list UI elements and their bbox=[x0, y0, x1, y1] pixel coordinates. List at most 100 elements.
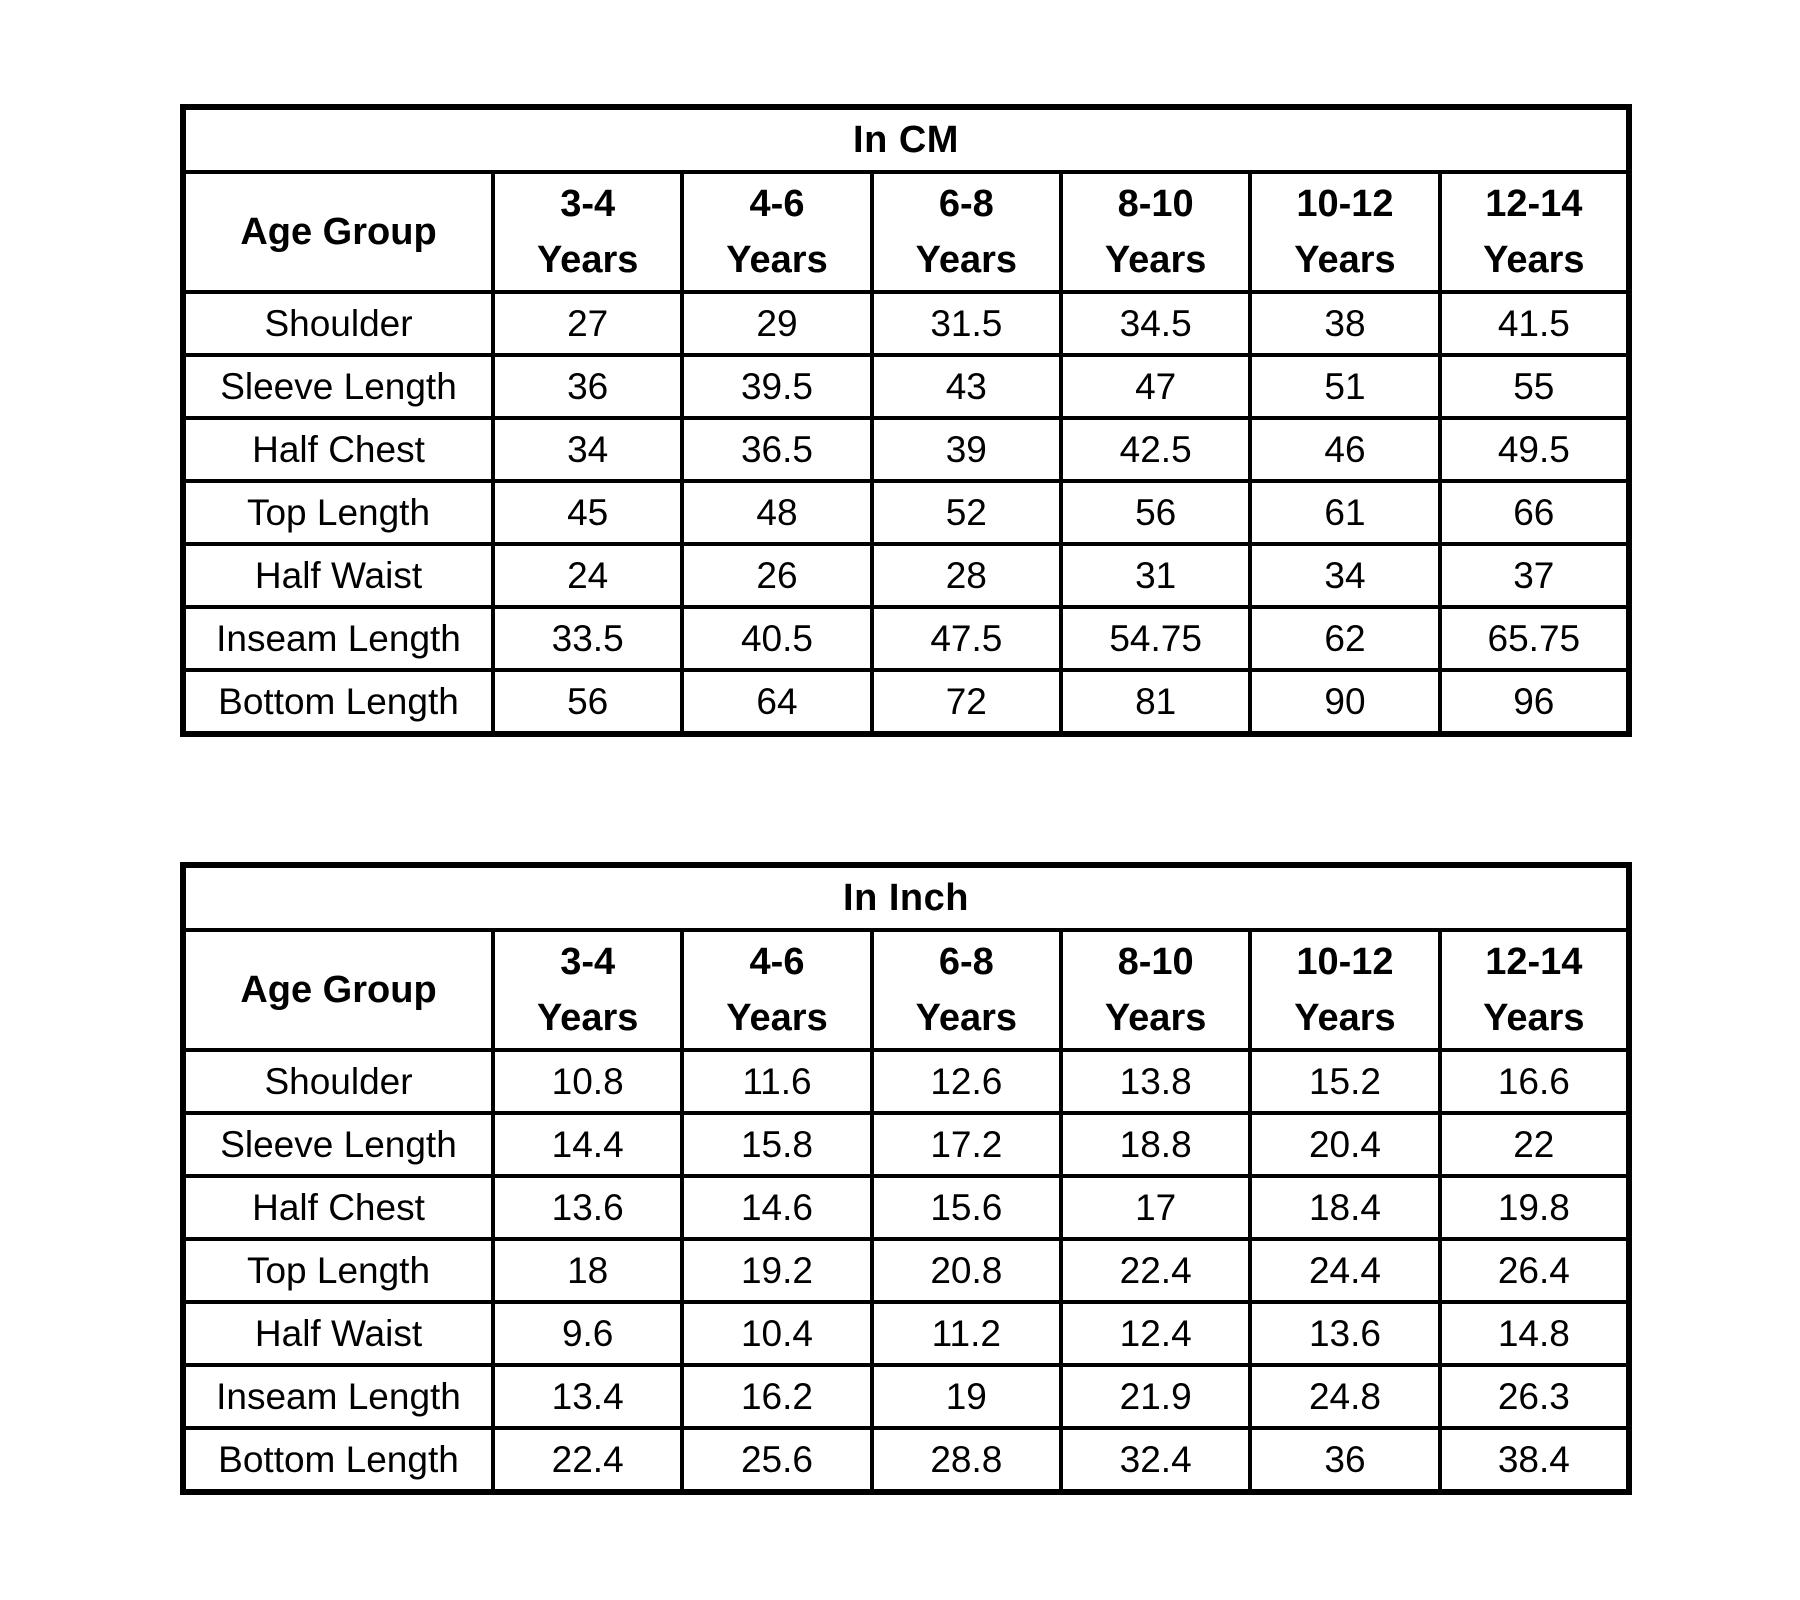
measurement-cell: 39 bbox=[869, 416, 1063, 483]
measurement-cell: 61 bbox=[1248, 479, 1442, 546]
corner-header-age-group: Age Group bbox=[181, 170, 495, 294]
age-column-header: 8-10 Years bbox=[1058, 928, 1253, 1052]
age-unit: Years bbox=[915, 239, 1018, 281]
measurement-cell: 36.5 bbox=[680, 416, 874, 483]
table-row: Top Length 45 48 52 56 61 66 bbox=[181, 479, 1632, 546]
table-title: In CM bbox=[181, 105, 1631, 174]
measurement-cell: 33.5 bbox=[490, 605, 685, 672]
age-unit: Years bbox=[915, 997, 1018, 1039]
table-row: Inseam Length 13.4 16.2 19 21.9 24.8 26.… bbox=[181, 1363, 1632, 1430]
age-column-header: 3-4 Years bbox=[490, 928, 685, 1052]
table-row: Top Length 18 19.2 20.8 22.4 24.4 26.4 bbox=[181, 1237, 1632, 1304]
row-label: Shoulder bbox=[181, 1048, 495, 1115]
measurement-cell: 26.4 bbox=[1437, 1237, 1632, 1304]
age-range: 8-10 bbox=[1117, 941, 1194, 983]
measurement-cell: 55 bbox=[1437, 353, 1632, 420]
inch-size-table: In Inch Age Group 3-4 Years 4-6 Years 6-… bbox=[180, 862, 1632, 1495]
measurement-cell: 19 bbox=[869, 1363, 1063, 1430]
measurement-cell: 52 bbox=[869, 479, 1063, 546]
age-range: 12-14 bbox=[1485, 941, 1583, 983]
measurement-cell: 64 bbox=[680, 668, 874, 736]
age-column-header: 3-4 Years bbox=[490, 170, 685, 294]
cm-size-table: In CM Age Group 3-4 Years 4-6 Years 6-8 … bbox=[180, 104, 1632, 737]
age-range: 10-12 bbox=[1296, 941, 1394, 983]
measurement-cell: 16.6 bbox=[1437, 1048, 1632, 1115]
age-column-header: 10-12 Years bbox=[1248, 928, 1442, 1052]
measurement-cell: 42.5 bbox=[1058, 416, 1253, 483]
age-column-header: 6-8 Years bbox=[869, 928, 1063, 1052]
measurement-cell: 10.8 bbox=[490, 1048, 685, 1115]
age-range: 4-6 bbox=[749, 183, 805, 225]
measurement-cell: 16.2 bbox=[680, 1363, 874, 1430]
measurement-cell: 13.4 bbox=[490, 1363, 685, 1430]
age-unit: Years bbox=[536, 239, 639, 281]
table-row: Shoulder 10.8 11.6 12.6 13.8 15.2 16.6 bbox=[181, 1048, 1632, 1115]
row-label: Sleeve Length bbox=[181, 1111, 495, 1178]
age-unit: Years bbox=[1483, 997, 1585, 1039]
row-label: Sleeve Length bbox=[181, 353, 495, 420]
measurement-cell: 12.4 bbox=[1058, 1300, 1253, 1367]
row-label: Bottom Length bbox=[181, 1426, 495, 1494]
row-label: Top Length bbox=[181, 479, 495, 546]
measurement-cell: 17.2 bbox=[869, 1111, 1063, 1178]
measurement-cell: 19.8 bbox=[1437, 1174, 1632, 1241]
measurement-cell: 28 bbox=[869, 542, 1063, 609]
measurement-cell: 36 bbox=[490, 353, 685, 420]
measurement-cell: 36 bbox=[1248, 1426, 1442, 1494]
table-row: Bottom Length 22.4 25.6 28.8 32.4 36 38.… bbox=[181, 1426, 1632, 1494]
row-label: Half Chest bbox=[181, 1174, 495, 1241]
measurement-cell: 19.2 bbox=[680, 1237, 874, 1304]
age-range: 8-10 bbox=[1117, 183, 1194, 225]
age-column-header: 4-6 Years bbox=[680, 170, 874, 294]
measurement-cell: 26.3 bbox=[1437, 1363, 1632, 1430]
age-range: 10-12 bbox=[1296, 183, 1394, 225]
row-label: Half Chest bbox=[181, 416, 495, 483]
measurement-cell: 28.8 bbox=[869, 1426, 1063, 1494]
table-row: Inseam Length 33.5 40.5 47.5 54.75 62 65… bbox=[181, 605, 1632, 672]
measurement-cell: 22 bbox=[1437, 1111, 1632, 1178]
age-range: 4-6 bbox=[749, 941, 805, 983]
age-unit: Years bbox=[1483, 239, 1585, 281]
measurement-cell: 56 bbox=[490, 668, 685, 736]
age-range: 3-4 bbox=[560, 941, 616, 983]
table-row: Half Waist 24 26 28 31 34 37 bbox=[181, 542, 1632, 609]
measurement-cell: 20.8 bbox=[869, 1237, 1063, 1304]
table-row: Sleeve Length 14.4 15.8 17.2 18.8 20.4 2… bbox=[181, 1111, 1632, 1178]
measurement-cell: 12.6 bbox=[869, 1048, 1063, 1115]
measurement-cell: 34 bbox=[490, 416, 685, 483]
age-unit: Years bbox=[1294, 239, 1396, 281]
table-row: Sleeve Length 36 39.5 43 47 51 55 bbox=[181, 353, 1632, 420]
measurement-cell: 39.5 bbox=[680, 353, 874, 420]
age-column-header: 12-14 Years bbox=[1437, 928, 1632, 1052]
age-unit: Years bbox=[1294, 997, 1396, 1039]
corner-header-age-group: Age Group bbox=[181, 928, 495, 1052]
age-unit: Years bbox=[536, 997, 639, 1039]
measurement-cell: 48 bbox=[680, 479, 874, 546]
measurement-cell: 41.5 bbox=[1437, 290, 1632, 357]
measurement-cell: 45 bbox=[490, 479, 685, 546]
measurement-cell: 13.8 bbox=[1058, 1048, 1253, 1115]
measurement-cell: 47.5 bbox=[869, 605, 1063, 672]
measurement-cell: 31 bbox=[1058, 542, 1253, 609]
age-range: 3-4 bbox=[560, 183, 616, 225]
measurement-cell: 31.5 bbox=[869, 290, 1063, 357]
row-label: Half Waist bbox=[181, 542, 495, 609]
row-label: Inseam Length bbox=[181, 1363, 495, 1430]
table-row: Shoulder 27 29 31.5 34.5 38 41.5 bbox=[181, 290, 1632, 357]
age-column-header: 8-10 Years bbox=[1058, 170, 1253, 294]
measurement-cell: 18.8 bbox=[1058, 1111, 1253, 1178]
measurement-cell: 13.6 bbox=[1248, 1300, 1442, 1367]
age-range: 6-8 bbox=[938, 941, 994, 983]
measurement-cell: 9.6 bbox=[490, 1300, 685, 1367]
measurement-cell: 14.4 bbox=[490, 1111, 685, 1178]
measurement-cell: 24.8 bbox=[1248, 1363, 1442, 1430]
measurement-cell: 21.9 bbox=[1058, 1363, 1253, 1430]
table-row: Half Chest 13.6 14.6 15.6 17 18.4 19.8 bbox=[181, 1174, 1632, 1241]
age-unit: Years bbox=[726, 239, 828, 281]
measurement-cell: 18 bbox=[490, 1237, 685, 1304]
row-label: Shoulder bbox=[181, 290, 495, 357]
measurement-cell: 47 bbox=[1058, 353, 1253, 420]
age-range: 6-8 bbox=[938, 183, 994, 225]
measurement-cell: 27 bbox=[490, 290, 685, 357]
